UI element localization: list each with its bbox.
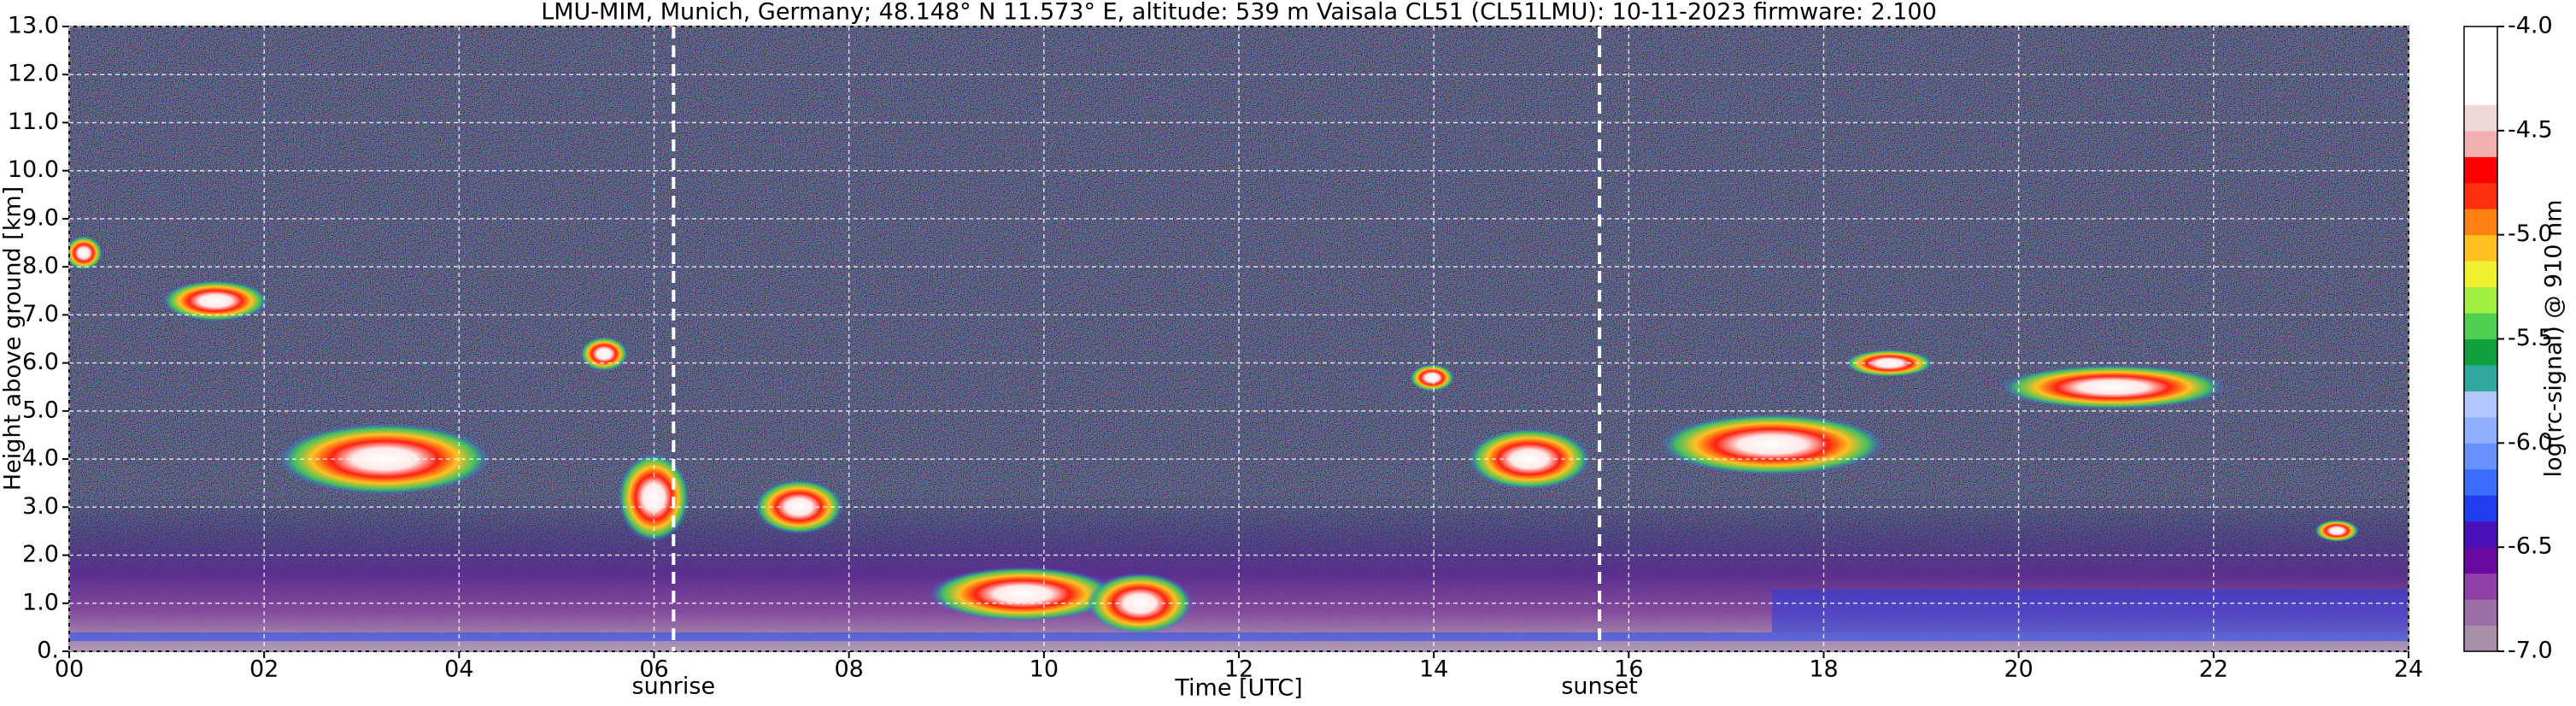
chart-title: LMU-MIM, Munich, Germany; 48.148° N 11.5… <box>541 0 1937 26</box>
colorbar-swatch <box>2464 338 2497 366</box>
colorbar-swatch <box>2464 104 2497 132</box>
colorbar-swatch <box>2464 495 2497 522</box>
y-tick-label: 7.0 <box>22 301 59 327</box>
colorbar-tick-label: -7.0 <box>2508 638 2553 664</box>
colorbar-swatch <box>2464 78 2497 105</box>
x-tick-label: 02 <box>249 656 279 683</box>
x-tick-label: 20 <box>2004 656 2033 683</box>
colorbar-label: log(rc-signal) @ 910 nm <box>2541 200 2567 478</box>
colorbar-swatch <box>2464 261 2497 288</box>
y-tick-label: 4.0 <box>22 445 59 472</box>
colorbar-swatch <box>2464 521 2497 548</box>
colorbar-tick-label: -4.5 <box>2508 116 2553 143</box>
x-tick-label: 12 <box>1224 656 1253 683</box>
colorbar-swatch <box>2464 182 2497 209</box>
y-axis-label: Height above ground [km] <box>0 186 26 491</box>
y-tick-label: 0. <box>37 638 59 664</box>
x-tick-label: 14 <box>1419 656 1448 683</box>
y-tick-label: 9.0 <box>22 204 59 231</box>
colorbar-swatch <box>2464 573 2497 600</box>
x-tick-label: 24 <box>2394 656 2423 683</box>
boundary-layer <box>1772 590 2409 632</box>
colorbar-tick-label: -6.0 <box>2508 429 2553 456</box>
colorbar-swatch <box>2464 547 2497 574</box>
y-tick-label: 5.0 <box>22 397 59 423</box>
x-tick-label: 18 <box>1809 656 1838 683</box>
colorbar-swatch <box>2464 391 2497 418</box>
colorbar-swatch <box>2464 130 2497 157</box>
colorbar-swatch <box>2464 234 2497 262</box>
colorbar-swatch <box>2464 364 2497 391</box>
x-tick-label: 22 <box>2199 656 2228 683</box>
y-tick-label: 13.0 <box>8 13 59 39</box>
annotation-label: sunrise <box>632 674 716 700</box>
x-tick-label: 16 <box>1614 656 1643 683</box>
colorbar-swatch <box>2464 443 2497 470</box>
y-tick-label: 2.0 <box>22 541 59 568</box>
y-tick-label: 10.0 <box>8 156 59 183</box>
y-tick-label: 1.0 <box>22 589 59 615</box>
colorbar-swatch <box>2464 209 2497 236</box>
colorbar-swatch <box>2464 286 2497 314</box>
annotation-label: sunset <box>1561 674 1638 700</box>
colorbar-swatch <box>2464 156 2497 184</box>
x-tick-label: 10 <box>1030 656 1059 683</box>
colorbar-swatch <box>2464 52 2497 79</box>
y-tick-label: 11.0 <box>8 109 59 135</box>
colorbar-swatch <box>2464 625 2497 652</box>
colorbar-swatch <box>2464 599 2497 627</box>
colorbar-tick-label: -5.5 <box>2508 325 2553 351</box>
y-tick-label: 6.0 <box>22 349 59 375</box>
y-tick-label: 12.0 <box>8 61 59 87</box>
y-tick-label: 3.0 <box>22 493 59 520</box>
y-tick-label: 8.0 <box>22 253 59 279</box>
x-tick-label: 00 <box>55 656 84 683</box>
colorbar-tick-label: -5.0 <box>2508 221 2553 247</box>
colorbar-tick-label: -4.0 <box>2508 13 2553 39</box>
x-tick-label: 08 <box>834 656 863 683</box>
colorbar-swatch <box>2464 416 2497 444</box>
colorbar-swatch <box>2464 26 2497 53</box>
x-tick-label: 04 <box>444 656 473 683</box>
heatmap <box>69 26 2409 651</box>
colorbar-swatch <box>2464 468 2497 496</box>
x-axis-label: Time [UTC] <box>1174 675 1302 702</box>
x-tick-label: 06 <box>639 656 668 683</box>
colorbar-swatch <box>2464 313 2497 339</box>
clouds <box>69 236 2359 634</box>
colorbar-tick-label: -6.5 <box>2508 533 2553 560</box>
